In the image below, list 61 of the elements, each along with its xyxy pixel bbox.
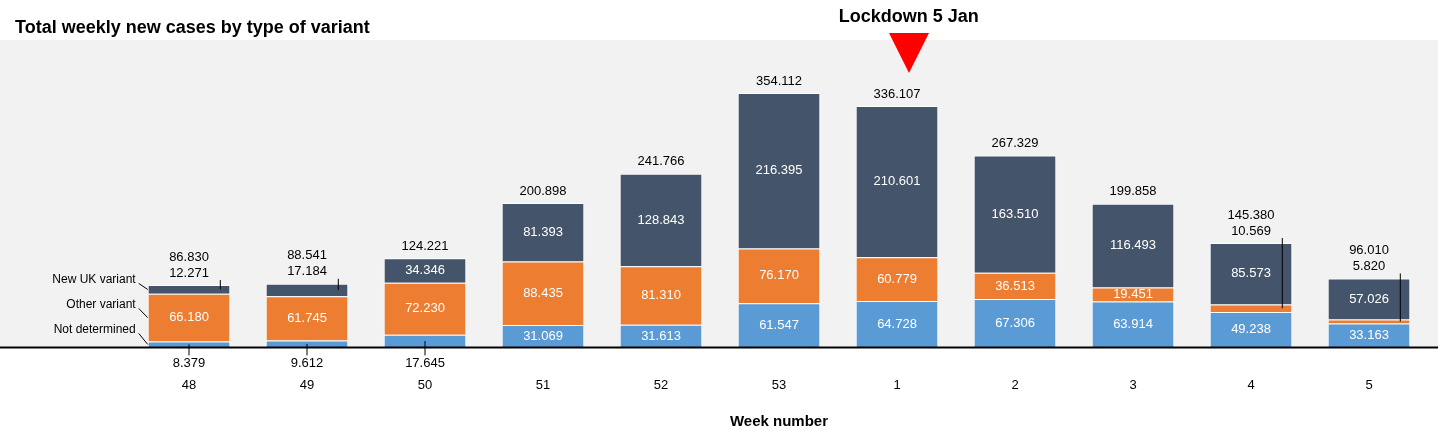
total-label: 88.541 <box>287 247 327 263</box>
data-label: 36.513 <box>995 277 1035 293</box>
data-label: 8.379 <box>172 354 206 370</box>
total-label: 86.830 <box>169 248 209 264</box>
total-label: 267.329 <box>991 134 1039 150</box>
total-label: 96.010 <box>1349 242 1389 258</box>
data-label: 67.306 <box>995 314 1035 330</box>
data-label: 85.573 <box>1231 265 1271 281</box>
data-label: 210.601 <box>873 173 921 189</box>
data-label: 64.728 <box>877 315 917 331</box>
data-label: 163.510 <box>991 205 1039 221</box>
total-label: 354.112 <box>755 72 803 88</box>
data-label: 17.645 <box>405 354 445 370</box>
data-label: 63.914 <box>1113 316 1153 332</box>
x-tick-label: 2 <box>1011 376 1019 392</box>
data-label: 116.493 <box>1109 237 1157 253</box>
data-label: 31.613 <box>641 327 681 343</box>
data-label: 57.026 <box>1349 290 1389 306</box>
x-axis-title: Week number <box>729 412 829 430</box>
total-label: 145.380 <box>1227 206 1275 222</box>
text: Lockdown 5 Jan <box>838 5 979 26</box>
data-label: 66.180 <box>169 309 209 325</box>
data-label: 5.820 <box>1352 258 1386 274</box>
x-tick-label: 53 <box>771 376 787 392</box>
x-tick-label: 52 <box>653 376 669 392</box>
data-label: 81.310 <box>641 287 681 303</box>
data-label: 61.547 <box>759 316 799 332</box>
series-label: Other variant <box>66 296 137 311</box>
x-tick-label: 3 <box>1129 376 1137 392</box>
data-label: 72.230 <box>405 300 445 316</box>
total-label: 241.766 <box>637 153 685 169</box>
total-label: 199.858 <box>1109 183 1157 199</box>
data-label: 34.346 <box>405 262 445 278</box>
x-tick-label: 49 <box>299 376 315 392</box>
x-tick-label: 1 <box>893 376 901 392</box>
data-label: 17.184 <box>287 263 327 279</box>
data-label: 128.843 <box>637 211 685 227</box>
data-label: 76.170 <box>759 267 799 283</box>
data-label: 61.745 <box>287 309 327 325</box>
data-label: 81.393 <box>523 223 563 239</box>
data-label: 88.435 <box>523 284 563 300</box>
chart-title: Total weekly new cases by type of variant <box>15 16 370 37</box>
x-tick-label: 50 <box>417 376 433 392</box>
data-label: 60.779 <box>877 270 917 286</box>
x-tick-label: 51 <box>535 376 551 392</box>
x-tick-label: 48 <box>181 376 197 392</box>
total-label: 124.221 <box>401 237 449 253</box>
data-label: 49.238 <box>1231 321 1271 337</box>
data-label: 12.271 <box>169 264 209 280</box>
x-tick-label: 5 <box>1365 376 1373 392</box>
total-label: 336.107 <box>873 85 921 101</box>
data-label: 33.163 <box>1349 327 1389 343</box>
series-label: Not determined <box>53 321 136 336</box>
data-label: 216.395 <box>755 162 803 178</box>
data-label: 9.612 <box>290 354 324 370</box>
data-label: 31.069 <box>523 327 563 343</box>
data-label: 10.569 <box>1231 222 1271 238</box>
total-label: 200.898 <box>519 182 567 198</box>
data-label: 19.451 <box>1113 286 1153 302</box>
x-tick-label: 4 <box>1247 376 1255 392</box>
series-label: New UK variant <box>52 271 137 286</box>
